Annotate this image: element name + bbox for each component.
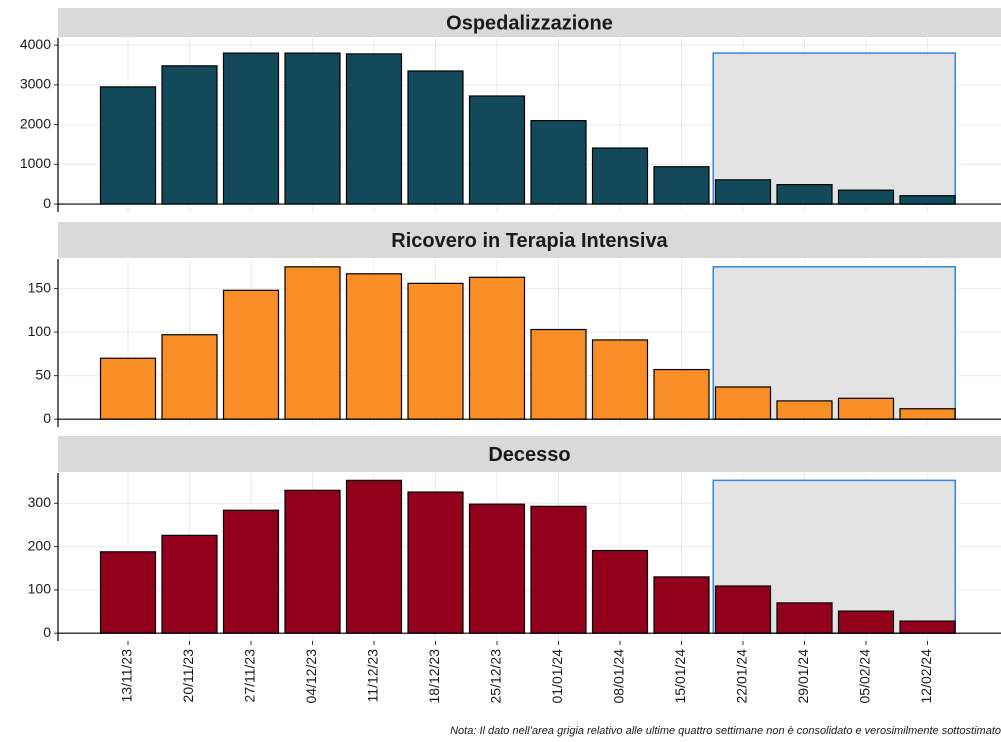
- bar: [899, 195, 956, 205]
- bar: [591, 147, 649, 205]
- x-tick-label: 18/12/23: [426, 649, 442, 704]
- bar: [530, 120, 587, 205]
- bar: [714, 585, 772, 634]
- bar: [161, 334, 218, 420]
- x-tick-label: 29/01/24: [795, 649, 811, 704]
- bar: [837, 610, 895, 634]
- bar: [284, 52, 341, 205]
- bar: [407, 70, 464, 205]
- y-tick-label: 0: [43, 624, 51, 640]
- bar: [407, 282, 464, 420]
- strip: [58, 8, 1001, 37]
- bar: [284, 489, 341, 634]
- x-tick-label: 15/01/24: [672, 649, 688, 704]
- bar: [99, 86, 157, 205]
- bar: [284, 266, 341, 420]
- bar: [776, 400, 833, 420]
- x-tick-label: 25/12/23: [488, 649, 504, 704]
- strip: [58, 222, 1001, 258]
- strip: [58, 436, 1001, 472]
- y-tick-label: 0: [43, 410, 51, 426]
- bar: [222, 509, 280, 634]
- x-tick-label: 12/02/24: [918, 649, 934, 704]
- x-tick-label: 01/01/24: [549, 649, 565, 704]
- bar: [653, 166, 710, 205]
- y-tick-label: 2000: [20, 115, 51, 131]
- y-tick-label: 4000: [20, 36, 51, 52]
- highlight-region: [712, 52, 956, 205]
- x-tick-label: 22/01/24: [734, 649, 750, 704]
- y-tick-label: 200: [28, 537, 52, 553]
- bar: [222, 289, 280, 420]
- bar: [653, 368, 710, 420]
- y-tick-label: 3000: [20, 76, 51, 92]
- x-tick-label: 20/11/23: [180, 649, 196, 703]
- bar: [99, 551, 157, 634]
- bar: [468, 95, 526, 205]
- x-tick-label: 13/11/23: [119, 649, 135, 703]
- bar: [899, 620, 956, 634]
- y-tick-label: 150: [28, 279, 52, 295]
- bar: [714, 386, 772, 420]
- y-tick-label: 0: [43, 195, 51, 211]
- bar: [591, 549, 649, 634]
- bar: [776, 183, 833, 205]
- panel-title: Ospedalizzazione: [446, 12, 613, 34]
- y-tick-label: 1000: [20, 155, 51, 171]
- bar: [407, 491, 464, 634]
- note: Nota: Il dato nell’area grigia relativo …: [450, 725, 1001, 737]
- bar: [530, 505, 587, 634]
- y-tick-label: 100: [28, 581, 52, 597]
- bar: [837, 189, 895, 205]
- x-tick-label: 04/12/23: [303, 649, 319, 704]
- bar: [99, 357, 157, 420]
- bar: [899, 408, 956, 420]
- panel-title: Decesso: [488, 444, 570, 466]
- bar: [714, 179, 772, 205]
- y-tick-label: 100: [28, 323, 52, 339]
- x-tick-label: 27/11/23: [242, 649, 258, 703]
- bar: [161, 534, 218, 634]
- bar: [591, 339, 649, 420]
- bar: [530, 328, 587, 420]
- bar: [345, 53, 403, 205]
- x-tick-label: 05/02/24: [857, 649, 873, 704]
- bar: [222, 52, 280, 205]
- panel-title: Ricovero in Terapia Intensiva: [391, 230, 668, 252]
- bar: [468, 276, 526, 420]
- bar: [468, 503, 526, 634]
- bar: [776, 602, 833, 634]
- x-tick-label: 11/12/23: [365, 649, 381, 703]
- y-tick-label: 50: [35, 366, 51, 382]
- bar: [161, 65, 218, 205]
- bar: [345, 479, 403, 634]
- bar: [345, 273, 403, 420]
- x-tick-label: 08/01/24: [611, 649, 627, 704]
- y-tick-label: 300: [28, 494, 52, 510]
- bar: [653, 576, 710, 634]
- bar: [837, 397, 895, 420]
